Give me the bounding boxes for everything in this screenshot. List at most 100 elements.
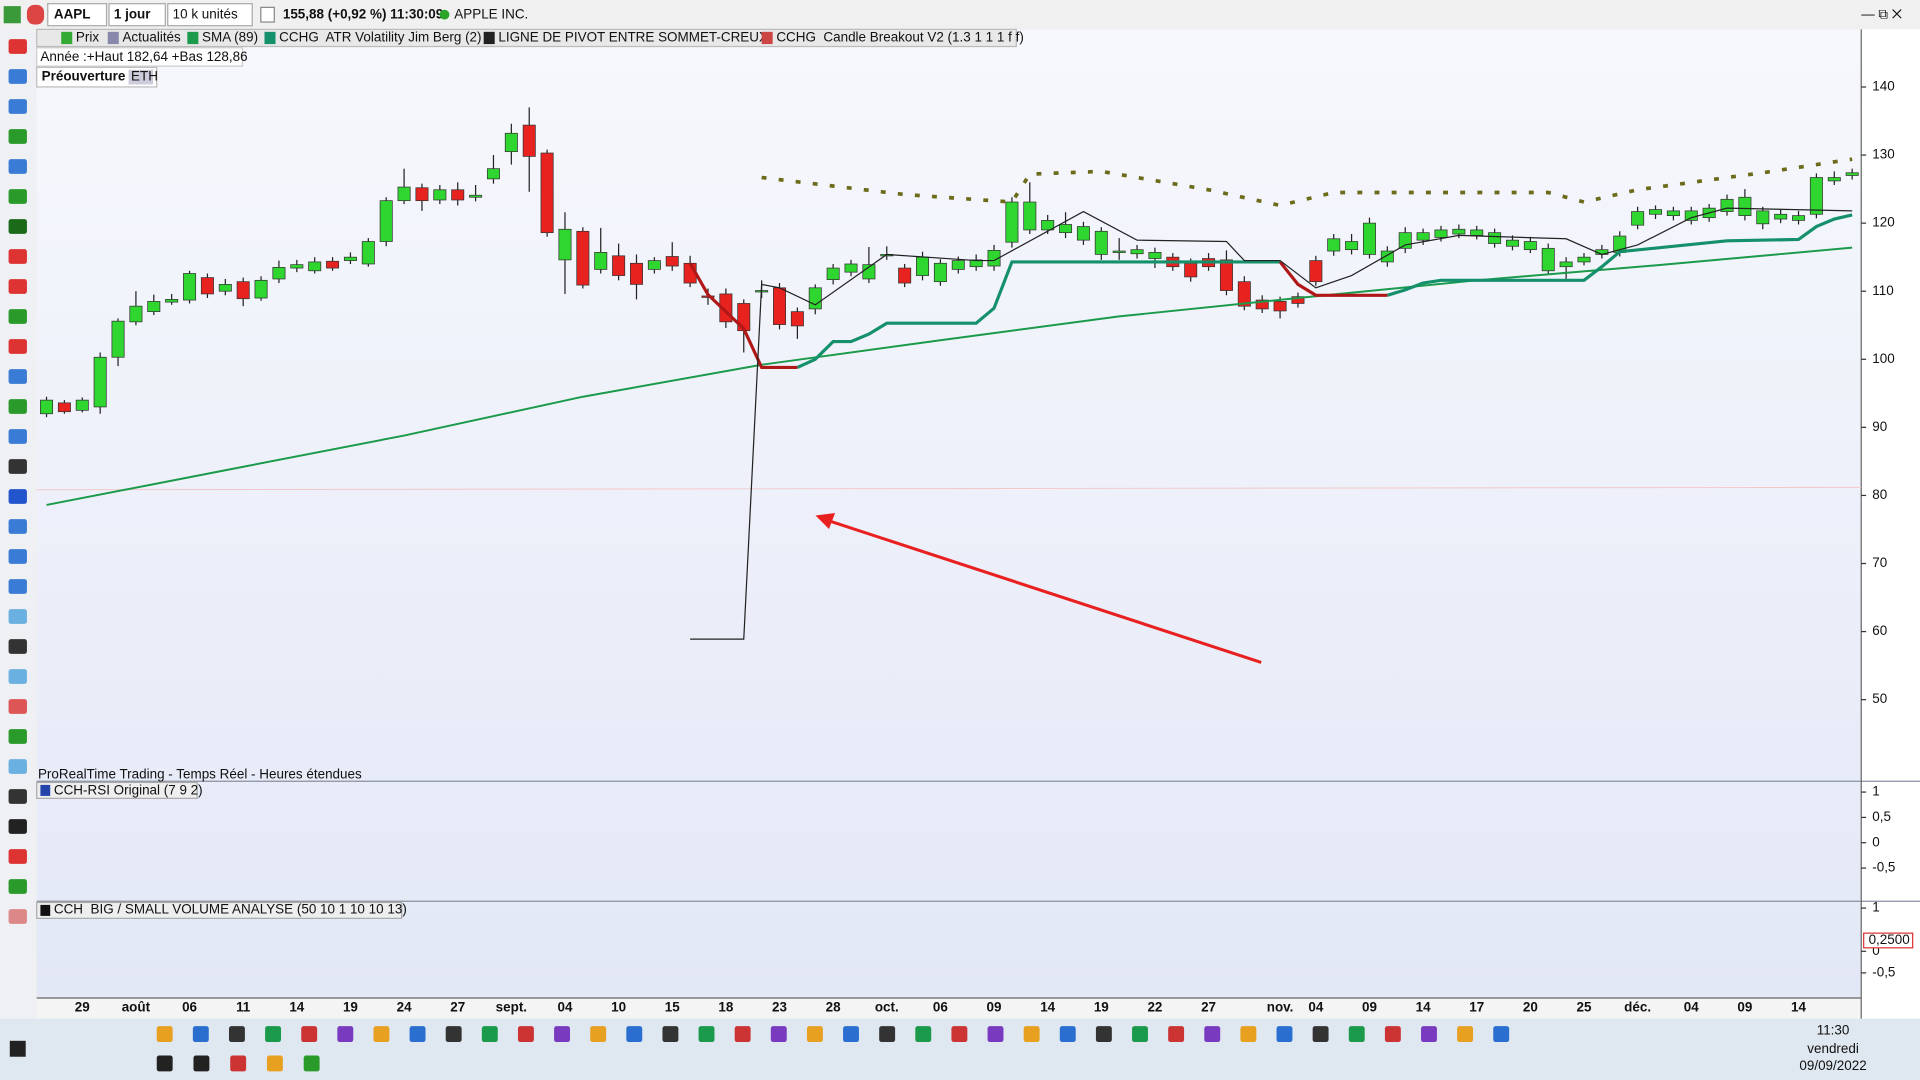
tool-icon[interactable] <box>8 279 27 294</box>
taskbar-icon[interactable] <box>1384 1026 1401 1043</box>
tool-icon[interactable] <box>8 399 27 414</box>
tool-icon[interactable] <box>8 309 27 324</box>
tool-icon[interactable] <box>8 729 27 744</box>
legend-item[interactable]: LIGNE DE PIVOT ENTRE SOMMET-CREUX <box>498 30 768 45</box>
taskbar-icon[interactable] <box>951 1026 968 1043</box>
units[interactable]: 10 k unités <box>173 6 238 21</box>
taskbar-icon[interactable] <box>230 1055 247 1072</box>
period[interactable]: 1 jour <box>114 6 151 21</box>
taskbar-icon[interactable] <box>1059 1026 1076 1043</box>
taskbar-icon[interactable] <box>1204 1026 1221 1043</box>
candle-body <box>361 241 375 265</box>
tool-icon[interactable] <box>8 189 27 204</box>
units-box[interactable] <box>167 3 253 27</box>
legend-item[interactable]: CCHG ATR Volatility Jim Berg (2) <box>279 30 481 45</box>
window-controls[interactable]: — ⧉ ✕ <box>1861 6 1902 21</box>
tool-icon[interactable] <box>8 99 27 114</box>
taskbar-icon[interactable] <box>1132 1026 1148 1043</box>
footer: ProRealTime Trading - Temps Réel - Heure… <box>38 767 362 782</box>
taskbar-icon[interactable] <box>228 1026 245 1043</box>
taskbar-icon[interactable] <box>590 1026 607 1043</box>
session-box <box>36 66 158 88</box>
taskbar-icon[interactable] <box>987 1026 1004 1043</box>
tool-icon[interactable] <box>8 369 27 384</box>
taskbar-icon[interactable] <box>1421 1026 1437 1043</box>
y-tick-label: 110 <box>1872 283 1893 298</box>
tool-icon[interactable] <box>8 489 27 504</box>
taskbar-icon[interactable] <box>626 1026 643 1043</box>
taskbar-icon[interactable] <box>192 1026 209 1043</box>
legend-item[interactable]: SMA (89) <box>202 30 258 45</box>
taskbar-icon[interactable] <box>843 1026 859 1043</box>
taskbar-icon[interactable] <box>373 1026 390 1043</box>
taskbar-icon[interactable] <box>156 1026 173 1043</box>
taskbar-icon[interactable] <box>481 1026 498 1043</box>
taskbar-icon[interactable] <box>554 1026 570 1043</box>
taskbar-icon[interactable] <box>1312 1026 1329 1043</box>
candle-body <box>844 263 858 273</box>
period-box[interactable] <box>108 3 166 27</box>
tool-icon[interactable] <box>8 459 27 474</box>
candle-body <box>40 399 54 415</box>
taskbar-icon[interactable] <box>445 1026 462 1043</box>
tool-icon[interactable] <box>8 519 27 534</box>
taskbar-icon[interactable] <box>156 1055 173 1072</box>
tool-icon[interactable] <box>8 609 27 624</box>
tool-icon[interactable] <box>8 339 27 354</box>
tool-icon[interactable] <box>8 909 27 924</box>
tool-icon[interactable] <box>8 159 27 174</box>
candle-body <box>1059 224 1073 234</box>
tool-icon[interactable] <box>8 579 27 594</box>
taskbar-icon[interactable] <box>1023 1026 1040 1043</box>
legend-item[interactable]: CCHG Candle Breakout V2 (1.3 1 1 1 f f) <box>776 30 1024 45</box>
taskbar-icon[interactable] <box>1240 1026 1257 1043</box>
taskbar-icon[interactable] <box>409 1026 426 1043</box>
symbol-box[interactable] <box>47 3 108 27</box>
tool-icon[interactable] <box>8 219 27 234</box>
symbol[interactable]: AAPL <box>54 6 91 21</box>
taskbar-icon[interactable] <box>337 1026 354 1043</box>
taskbar-icon[interactable] <box>301 1026 318 1043</box>
tool-icon[interactable] <box>8 819 27 834</box>
tool-icon[interactable] <box>8 759 27 774</box>
taskbar-icon[interactable] <box>1095 1026 1112 1043</box>
taskbar-icon[interactable] <box>662 1026 679 1043</box>
taskbar-icon[interactable] <box>879 1026 896 1043</box>
tool-icon[interactable] <box>8 699 27 714</box>
y-tick-label: -0,5 <box>1872 860 1895 875</box>
tool-icon[interactable] <box>8 639 27 654</box>
taskbar-icon[interactable] <box>806 1026 823 1043</box>
icon[interactable] <box>26 4 45 25</box>
taskbar-icon[interactable] <box>303 1055 320 1072</box>
taskbar-icon[interactable] <box>265 1026 282 1043</box>
tool-icon[interactable] <box>8 249 27 264</box>
tool-icon[interactable] <box>8 129 27 144</box>
taskbar-icon[interactable] <box>1493 1026 1510 1043</box>
tool-icon[interactable] <box>8 429 27 444</box>
tool-icon[interactable] <box>8 879 27 894</box>
candle-body <box>576 230 590 286</box>
tool-icon[interactable] <box>8 39 27 54</box>
tool-icon[interactable] <box>8 789 27 804</box>
taskbar-icon[interactable] <box>915 1026 932 1043</box>
y-tick-label: 80 <box>1872 487 1887 502</box>
taskbar-icon[interactable] <box>1168 1026 1185 1043</box>
taskbar-icon[interactable] <box>517 1026 534 1043</box>
tool-icon[interactable] <box>8 69 27 84</box>
info-icon[interactable] <box>260 6 275 23</box>
tool-icon[interactable] <box>8 849 27 864</box>
taskbar-icon[interactable] <box>193 1055 210 1072</box>
taskbar-icon[interactable] <box>266 1055 283 1072</box>
start-button[interactable] <box>9 1040 26 1057</box>
x-tick-label: 22 <box>1147 999 1162 1014</box>
taskbar-icon[interactable] <box>1276 1026 1293 1043</box>
tool-icon[interactable] <box>8 669 27 684</box>
legend-item[interactable]: Actualités <box>122 30 181 45</box>
taskbar-icon[interactable] <box>1457 1026 1474 1043</box>
taskbar-icon[interactable] <box>734 1026 751 1043</box>
taskbar-icon[interactable] <box>698 1026 715 1043</box>
tool-icon[interactable] <box>8 549 27 564</box>
taskbar-icon[interactable] <box>1348 1026 1365 1043</box>
taskbar-icon[interactable] <box>770 1026 787 1043</box>
legend-item[interactable]: Prix <box>76 30 99 45</box>
